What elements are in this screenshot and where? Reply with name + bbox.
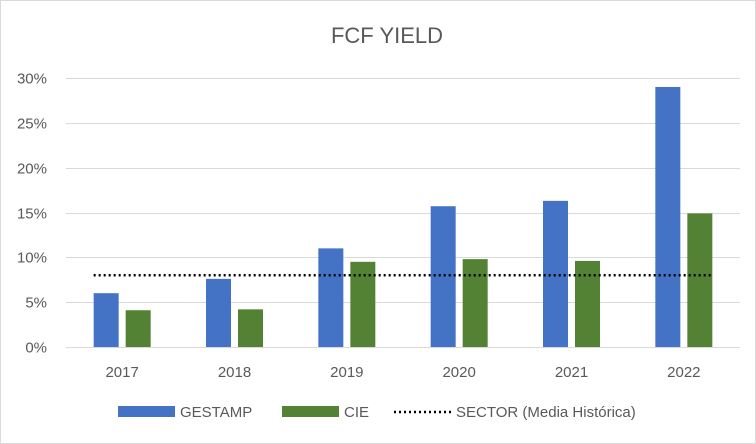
bar-gestamp-2021 [543, 200, 568, 347]
x-tick-label: 2022 [667, 364, 700, 381]
x-tick-label: 2021 [555, 364, 588, 381]
y-tick-label: 5% [25, 295, 47, 312]
bar-cie-2020 [462, 259, 488, 347]
x-tick-label: 2017 [105, 364, 138, 381]
x-tick-label: 2018 [218, 364, 251, 381]
legend-swatch-gestamp [118, 406, 175, 417]
bar-cie-2017 [125, 310, 151, 347]
bars [93, 86, 713, 347]
chart-title: FCF YIELD [331, 23, 443, 48]
bar-gestamp-2019 [318, 248, 344, 347]
y-tick-label: 10% [17, 250, 47, 267]
legend-label-gestamp: GESTAMP [180, 404, 252, 421]
x-tick-label: 2019 [330, 364, 363, 381]
y-tick-label: 25% [17, 116, 47, 133]
gridlines [66, 78, 740, 348]
bar-gestamp-2022 [655, 86, 681, 347]
legend-label-sector-media-hist-rica: SECTOR (Media Histórica) [456, 404, 636, 421]
y-tick-label: 0% [25, 340, 47, 357]
bar-cie-2022 [687, 213, 713, 347]
y-axis-tick-labels: 0% 5% 10% 15% 20% 25% 30% [17, 71, 47, 357]
y-tick-label: 30% [17, 71, 47, 88]
x-axis-tick-labels: 2017 2018 2019 2020 2021 2022 [105, 364, 700, 381]
y-tick-label: 15% [17, 206, 47, 223]
bar-gestamp-2017 [93, 293, 119, 347]
x-tick-label: 2020 [442, 364, 475, 381]
y-tick-label: 20% [17, 161, 47, 178]
legend-label-cie: CIE [344, 404, 369, 421]
bar-cie-2021 [575, 260, 600, 347]
bar-gestamp-2018 [206, 278, 231, 347]
legend: GESTAMP CIE SECTOR (Media Histórica) [118, 404, 636, 421]
legend-swatch-cie [282, 406, 339, 417]
bar-cie-2018 [238, 309, 263, 347]
bar-gestamp-2020 [430, 206, 456, 347]
